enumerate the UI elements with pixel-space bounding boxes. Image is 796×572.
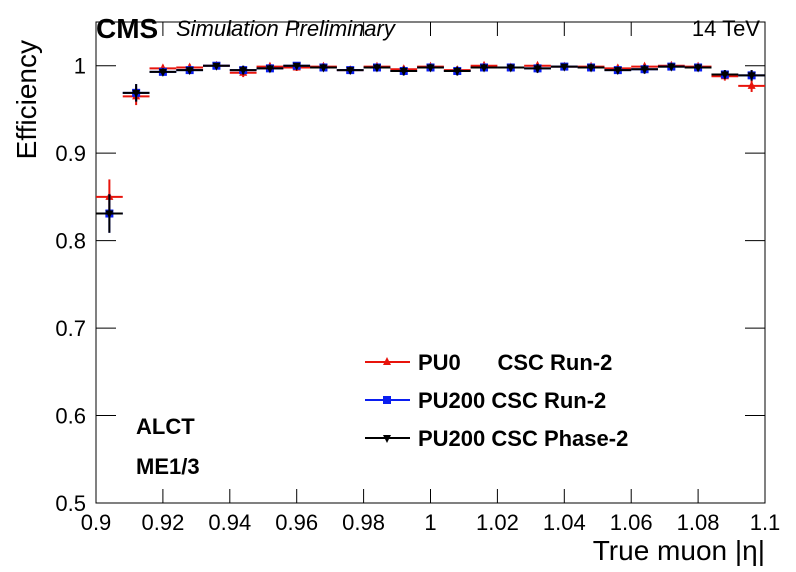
x-tick-label: 0.94 (208, 510, 251, 535)
marker (480, 64, 489, 73)
marker (265, 65, 274, 74)
y-tick-label: 1 (74, 54, 86, 79)
y-tick-label: 0.5 (55, 491, 86, 516)
marker (587, 64, 596, 73)
x-tick-label: 1.08 (677, 510, 720, 535)
marker (319, 64, 328, 73)
marker (105, 210, 114, 219)
marker (346, 67, 355, 76)
marker (667, 63, 676, 72)
x-tick-label: 1.04 (543, 510, 586, 535)
annotation: ME1/3 (136, 454, 200, 479)
x-axis-title: True muon |η| (593, 535, 765, 566)
legend-label: PU200 CSC Phase-2 (418, 426, 628, 451)
marker (383, 435, 391, 443)
marker (640, 66, 649, 75)
marker (399, 67, 408, 76)
y-tick-label: 0.6 (55, 404, 86, 429)
marker (383, 396, 391, 404)
marker (453, 67, 462, 76)
marker (747, 80, 756, 89)
marker (533, 65, 542, 74)
marker (747, 72, 756, 81)
x-tick-label: 0.9 (81, 510, 112, 535)
x-tick-label: 1.02 (476, 510, 519, 535)
marker (132, 89, 141, 98)
marker (383, 357, 391, 365)
subtitle: Simulation Preliminary (176, 16, 397, 41)
marker (720, 71, 729, 80)
y-tick-label: 0.8 (55, 229, 86, 254)
marker (694, 64, 703, 73)
y-tick-label: 0.7 (55, 316, 86, 341)
energy-label: 14 TeV (692, 16, 760, 41)
legend-label: PU200 CSC Run-2 (418, 388, 606, 413)
marker (506, 64, 515, 73)
marker (560, 63, 569, 72)
annotation: ALCT (136, 414, 195, 439)
y-axis-title: Efficiency (11, 40, 42, 159)
marker (239, 67, 248, 76)
marker (158, 68, 167, 77)
x-tick-label: 0.92 (141, 510, 184, 535)
marker (372, 64, 381, 73)
legend-label: PU0 CSC Run-2 (418, 350, 612, 375)
x-tick-label: 1.06 (610, 510, 653, 535)
x-tick-label: 0.96 (275, 510, 318, 535)
marker (212, 62, 221, 71)
marker (185, 67, 194, 76)
marker (613, 67, 622, 76)
marker (292, 62, 301, 71)
x-tick-label: 1.1 (750, 510, 781, 535)
experiment-label: CMS (96, 13, 158, 44)
marker (426, 64, 435, 73)
x-tick-label: 1 (424, 510, 436, 535)
x-tick-label: 0.98 (342, 510, 385, 535)
y-tick-label: 0.9 (55, 141, 86, 166)
